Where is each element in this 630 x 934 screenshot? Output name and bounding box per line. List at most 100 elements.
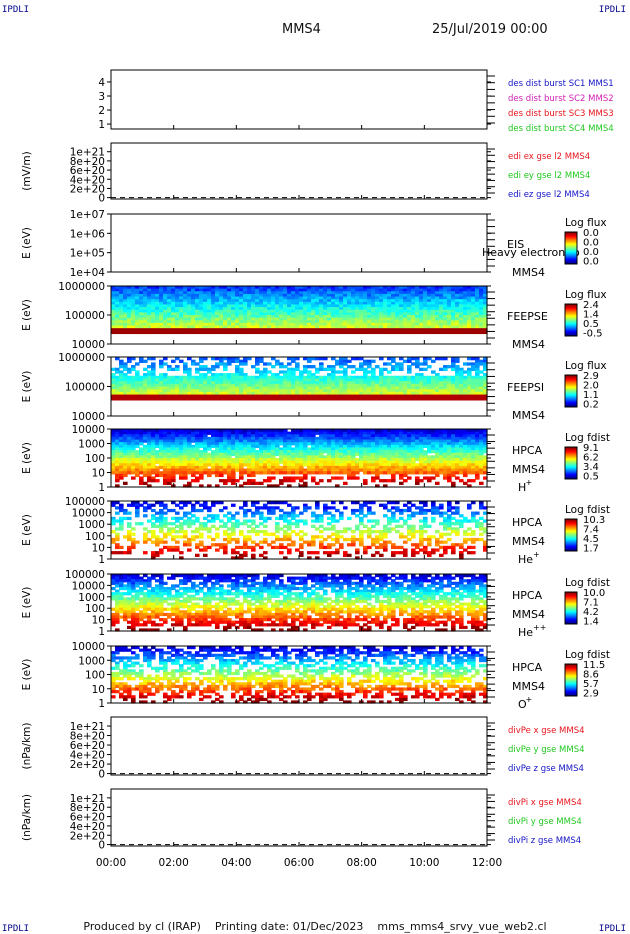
spectrogram-cell (439, 375, 444, 380)
spectrogram-cell (247, 383, 252, 388)
spectrogram-cell (151, 357, 156, 361)
spectrogram-cell (447, 315, 452, 319)
spectrogram-cell (419, 436, 424, 441)
spectrogram-cell (275, 394, 280, 398)
spectrogram-cell (363, 394, 368, 398)
spectrogram-cell (239, 307, 244, 311)
spectrogram-cell (171, 455, 176, 459)
spectrogram-cell (127, 548, 132, 552)
spectrogram-cell (351, 301, 356, 306)
spectrogram-cell (343, 452, 348, 456)
spectrogram-cell (167, 288, 172, 292)
spectrogram-cell (467, 322, 472, 327)
colorbar-step (565, 455, 577, 457)
spectrogram-cell (235, 394, 240, 398)
y-tick-label: 1e+21 (70, 147, 105, 159)
spectrogram-cell (131, 463, 136, 467)
spectrogram-cell (303, 455, 308, 459)
spectrogram-cell (115, 286, 120, 290)
spectrogram-cell (127, 320, 132, 324)
spectrogram-cell (375, 452, 380, 456)
spectrogram-cell (455, 325, 460, 329)
spectrogram-cell (375, 293, 380, 298)
spectrogram-cell (227, 373, 232, 377)
spectrogram-cell (255, 309, 260, 313)
spectrogram-cell (351, 322, 356, 327)
spectrogram-cell (403, 291, 408, 295)
spectrogram-cell (115, 545, 120, 550)
spectrogram-cell (311, 304, 316, 308)
spectrogram-cell (167, 434, 172, 438)
spectrogram-cell (279, 312, 284, 316)
spectrogram-cell (391, 383, 396, 388)
spectrogram-cell (455, 296, 460, 300)
spectrogram-cell (119, 320, 124, 324)
spectrogram-cell (403, 378, 408, 382)
colorbar-frame (564, 446, 578, 480)
spectrogram-cell (255, 397, 260, 401)
spectrogram-cell (127, 330, 132, 335)
spectrogram-cell (259, 434, 264, 438)
spectrogram-cell (191, 460, 196, 464)
spectrogram-cell (355, 391, 360, 396)
spectrogram-cell (363, 452, 368, 456)
spectrogram-cell (167, 476, 172, 480)
spectrogram-cell (303, 439, 308, 443)
spectrogram-cell (339, 330, 344, 335)
spectrogram-cell (115, 447, 120, 451)
spectrogram-cell (111, 458, 116, 462)
spectrogram-cell (127, 359, 132, 363)
spectrogram-cell (447, 439, 452, 443)
spectrogram-cell (171, 458, 176, 462)
spectrogram-cell (319, 328, 324, 332)
spectrogram-cell (379, 471, 384, 475)
spectrogram-cell (475, 383, 480, 388)
spectrogram-cell (375, 476, 380, 480)
spectrogram-cell (407, 304, 412, 308)
spectrogram-cell (183, 286, 188, 290)
spectrogram-cell (187, 304, 192, 308)
spectrogram-cell (279, 394, 284, 398)
spectrogram-cell (395, 471, 400, 475)
spectrogram-cell (391, 296, 396, 300)
spectrogram-cell (479, 325, 484, 329)
spectrogram-cell (207, 322, 212, 327)
spectrogram-cell (255, 434, 260, 438)
spectrogram-cell (403, 315, 408, 319)
spectrogram-cell (239, 320, 244, 324)
spectrogram-cell (483, 383, 488, 388)
spectrogram-cell (363, 463, 368, 467)
spectrogram-cell (471, 434, 476, 438)
spectrogram-cell (151, 468, 156, 472)
spectrogram-cell (419, 322, 424, 327)
spectrogram-cell (143, 286, 148, 290)
spectrogram-cell (139, 471, 144, 475)
spectrogram-cell (175, 429, 180, 433)
spectrogram-cell (279, 439, 284, 443)
colorbar-step (565, 448, 577, 450)
spectrogram-cell (139, 383, 144, 388)
spectrogram-cell (463, 397, 468, 401)
spectrogram-cell (239, 304, 244, 308)
spectrogram-cell (167, 375, 172, 380)
spectrogram-cell (323, 431, 328, 435)
spectrogram-cell (447, 365, 452, 369)
spectrogram-cell (219, 328, 224, 332)
spectrogram-cell (123, 439, 128, 443)
spectrogram-cell (203, 375, 208, 380)
spectrogram-cell (367, 452, 372, 456)
colorbar-step (565, 328, 577, 330)
spectrogram-cell (175, 468, 180, 472)
spectrogram-cell (171, 479, 176, 483)
spectrogram-cell (211, 381, 216, 385)
spectrogram-cell (191, 431, 196, 435)
spectrogram-cell (187, 286, 192, 290)
spectrogram-cell (447, 479, 452, 483)
spectrogram-cell (155, 322, 160, 327)
spectrogram-cell (311, 381, 316, 385)
spectrogram-cell (247, 473, 252, 478)
spectrogram-cell (259, 383, 264, 388)
spectrogram-cell (143, 473, 148, 478)
spectrogram-cell (275, 288, 280, 292)
spectrogram-cell (407, 325, 412, 329)
